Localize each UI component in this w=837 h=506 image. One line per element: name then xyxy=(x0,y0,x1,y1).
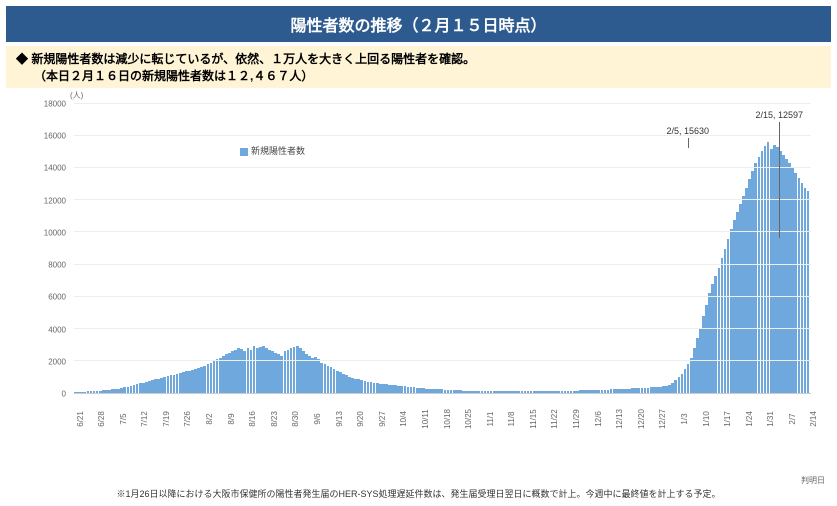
x-tick: 12/27 xyxy=(658,409,667,429)
x-tick: 1/31 xyxy=(766,411,775,427)
chart: (人) 020004000600080001000012000140001600… xyxy=(40,94,817,434)
y-tick: 14000 xyxy=(44,164,66,173)
x-tick: 7/12 xyxy=(140,411,149,427)
y-tick: 4000 xyxy=(48,325,66,334)
y-tick: 0 xyxy=(62,390,66,399)
legend-swatch xyxy=(240,148,248,156)
x-tick: 10/4 xyxy=(399,411,408,427)
x-tick: 8/9 xyxy=(227,413,236,424)
x-tick: 1/3 xyxy=(680,413,689,424)
x-tick: 10/11 xyxy=(421,409,430,428)
x-tick: 6/28 xyxy=(97,411,106,427)
plot-area xyxy=(74,104,811,394)
x-tick: 7/5 xyxy=(119,413,128,424)
x-tick: 10/18 xyxy=(443,409,452,429)
x-tick: 1/17 xyxy=(723,411,732,427)
x-tick: 9/20 xyxy=(356,411,365,427)
y-tick: 16000 xyxy=(44,132,66,141)
x-tick: 11/15 xyxy=(529,409,538,428)
note-line-1: 新規陽性者数は減少に転じているが、依然、１万人を大きく上回る陽性者を確認。 xyxy=(16,50,821,67)
x-tick: 2/7 xyxy=(788,413,797,424)
x-axis-ticks: 6/21 6/28 7/5 7/12 7/19 7/26 8/2 8/9 8/16 8/23 8/3… xyxy=(74,394,811,434)
x-axis-label: 判明日 xyxy=(801,475,825,486)
x-tick: 11/22 xyxy=(550,409,559,428)
x-tick: 10/25 xyxy=(464,409,473,429)
x-tick: 12/20 xyxy=(637,409,646,429)
legend-label: 新規陽性者数 xyxy=(251,146,305,156)
x-tick: 1/10 xyxy=(702,411,711,427)
y-axis-ticks: 0200040006000800010000120001400016000180… xyxy=(40,104,70,394)
footnote: ※1月26日以降における大阪市保健所の陽性者発生届のHER-SYS処理遅延件数は… xyxy=(0,487,837,500)
x-tick: 9/27 xyxy=(378,411,387,427)
x-tick: 7/26 xyxy=(183,411,192,427)
x-tick: 8/23 xyxy=(270,411,279,427)
x-tick: 8/30 xyxy=(291,411,300,427)
bars xyxy=(74,104,811,393)
y-tick: 10000 xyxy=(44,228,66,237)
y-tick: 18000 xyxy=(44,100,66,109)
y-tick: 8000 xyxy=(48,261,66,270)
y-tick: 2000 xyxy=(48,357,66,366)
x-tick: 6/21 xyxy=(76,411,85,427)
x-tick: 9/13 xyxy=(335,411,344,427)
callout: 2/15, 12597 xyxy=(755,110,803,120)
note-line-2: （本日２月１６日の新規陽性者数は１２,４６７人） xyxy=(16,67,821,84)
x-tick: 2/14 xyxy=(809,411,818,427)
x-tick: 11/1 xyxy=(486,412,495,427)
summary-note: 新規陽性者数は減少に転じているが、依然、１万人を大きく上回る陽性者を確認。 （本… xyxy=(6,46,831,88)
callout: 2/5, 15630 xyxy=(666,126,709,136)
x-tick: 12/13 xyxy=(615,409,624,429)
x-tick: 11/8 xyxy=(507,412,516,427)
x-tick: 7/19 xyxy=(162,411,171,427)
page-title: 陽性者数の推移（２月１５日時点） xyxy=(6,6,831,42)
x-tick: 11/29 xyxy=(572,409,581,428)
x-tick: 8/2 xyxy=(205,413,214,424)
x-tick: 8/16 xyxy=(248,411,257,427)
y-tick: 12000 xyxy=(44,196,66,205)
x-tick: 12/6 xyxy=(594,411,603,427)
y-axis-unit: (人) xyxy=(70,90,83,101)
legend: 新規陽性者数 xyxy=(240,144,305,157)
y-tick: 6000 xyxy=(48,293,66,302)
x-tick: 1/24 xyxy=(745,411,754,427)
bar xyxy=(807,191,810,393)
x-tick: 9/6 xyxy=(313,413,322,424)
